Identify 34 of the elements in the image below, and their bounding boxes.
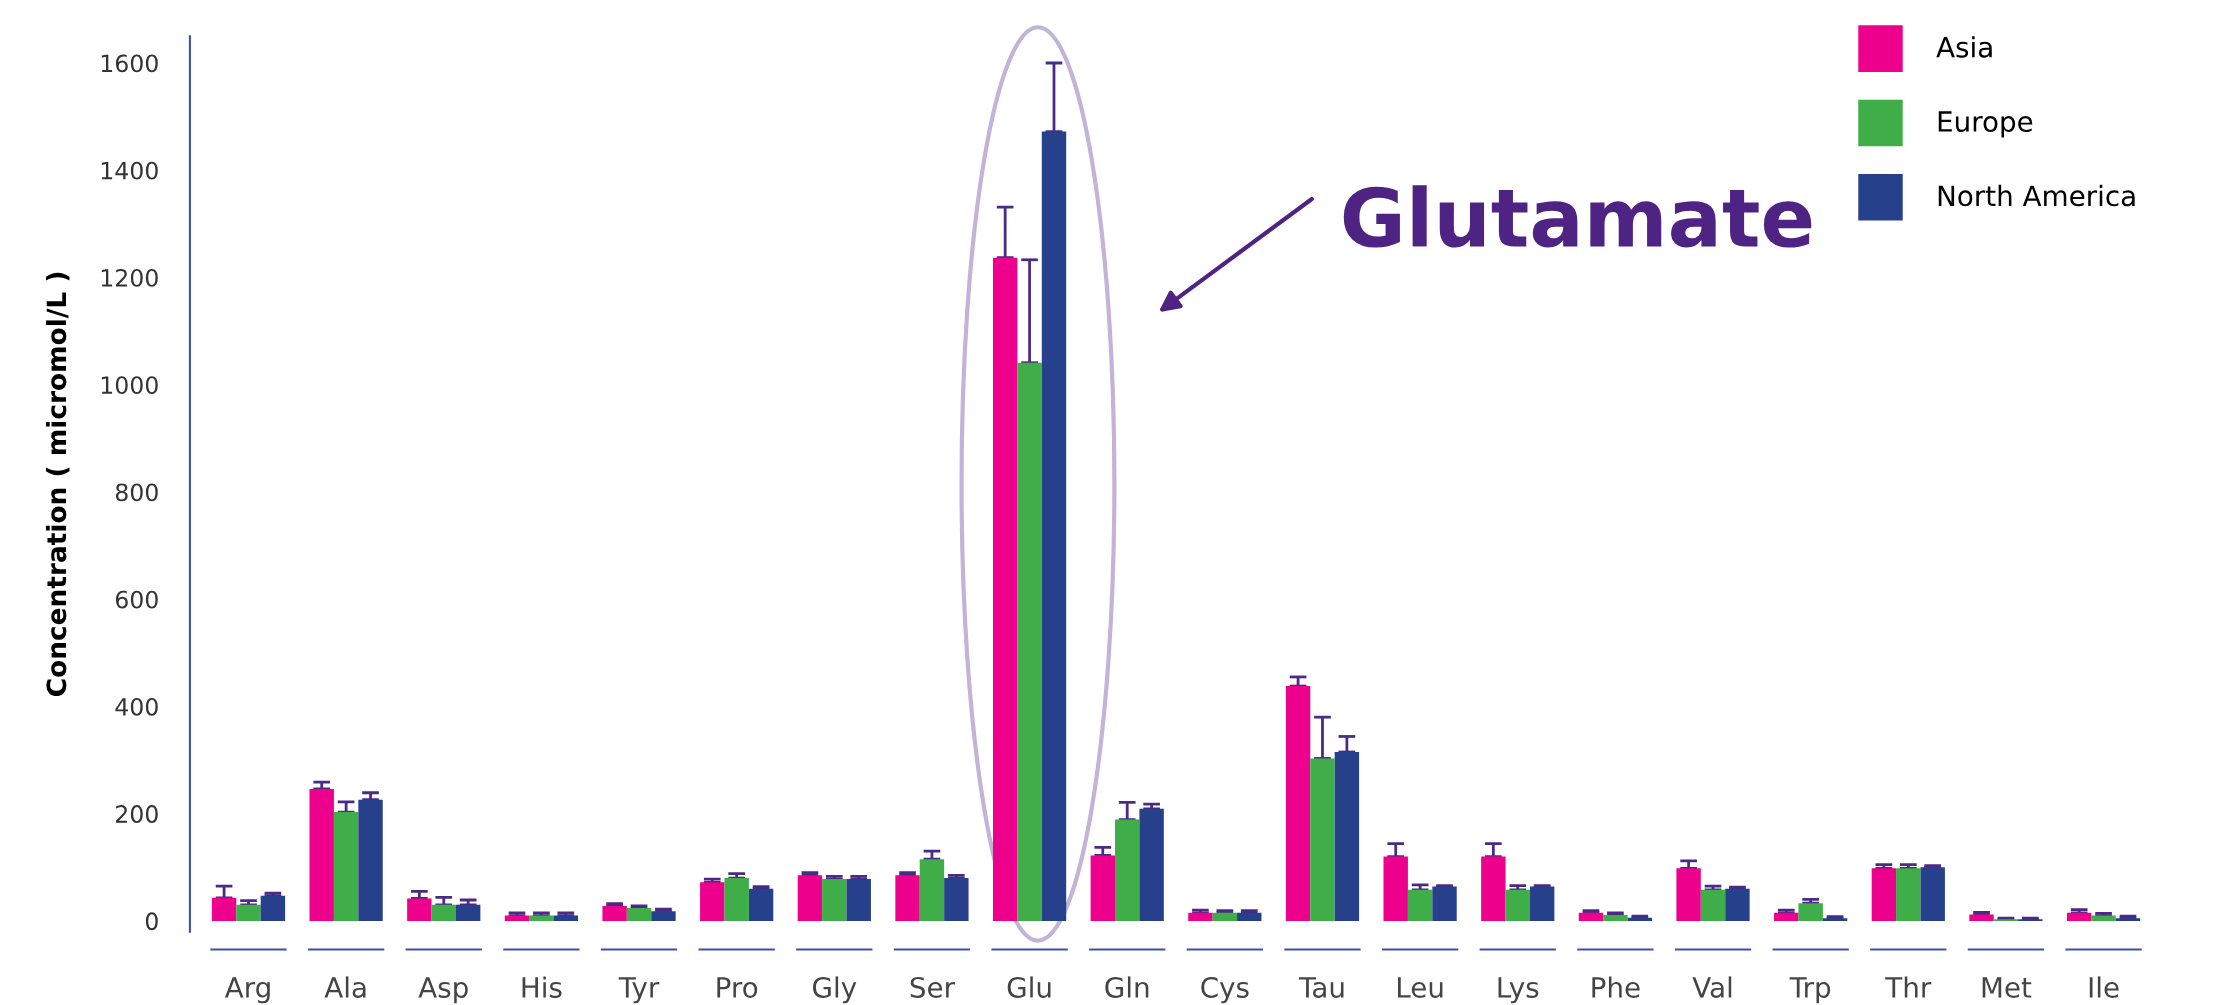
x-tick-label: Pro xyxy=(717,977,758,998)
x-tick-label: Leu xyxy=(1398,977,1443,998)
x-tick-label: Phe xyxy=(1592,976,1640,998)
x-tick-label: Asp xyxy=(418,977,468,1004)
y-tick-label: 1400 xyxy=(101,161,158,180)
y-tick-label: 600 xyxy=(115,590,158,609)
x-tick-label: Gln xyxy=(1105,976,1149,998)
x-tick-label: Trp xyxy=(1789,977,1831,1004)
x-tick-label: Met xyxy=(1982,977,2032,998)
legend-label: North America xyxy=(1938,184,2135,207)
x-tick-label: His xyxy=(522,976,562,998)
x-tick-label: Cys xyxy=(1201,976,1249,1004)
y-tick-label: 1000 xyxy=(101,376,158,395)
x-tick-label: Arg xyxy=(224,977,270,1004)
x-tick-label: Lys xyxy=(1498,977,1539,1004)
x-tick-label: Val xyxy=(1692,976,1732,998)
x-tick-label: Ile xyxy=(2089,976,2119,998)
y-tick-label: 200 xyxy=(116,805,158,823)
x-tick-label: Ser xyxy=(910,976,956,998)
y-tick-label: 800 xyxy=(115,483,158,502)
x-tick-label: Ala xyxy=(324,976,366,998)
y-tick-label: 0 xyxy=(145,912,158,931)
x-tick-label: Glu xyxy=(1007,976,1051,998)
y-tick-label: 400 xyxy=(115,697,158,716)
annotation: Glutamate xyxy=(1343,185,1812,248)
y-tick-label: 1200 xyxy=(101,268,158,287)
x-tick-label: Tyr xyxy=(618,977,660,1004)
x-tick-label: Gly xyxy=(813,976,857,1004)
x-tick-label: Tau xyxy=(1298,977,1344,998)
y-axis-title: Concentration ( micromol/L ) xyxy=(45,272,70,696)
y-tick-label: 1600 xyxy=(101,54,158,73)
legend-label: Europe xyxy=(1938,111,2033,138)
legend-label: Asia xyxy=(1936,36,1992,58)
x-tick-label: Thr xyxy=(1885,976,1932,998)
